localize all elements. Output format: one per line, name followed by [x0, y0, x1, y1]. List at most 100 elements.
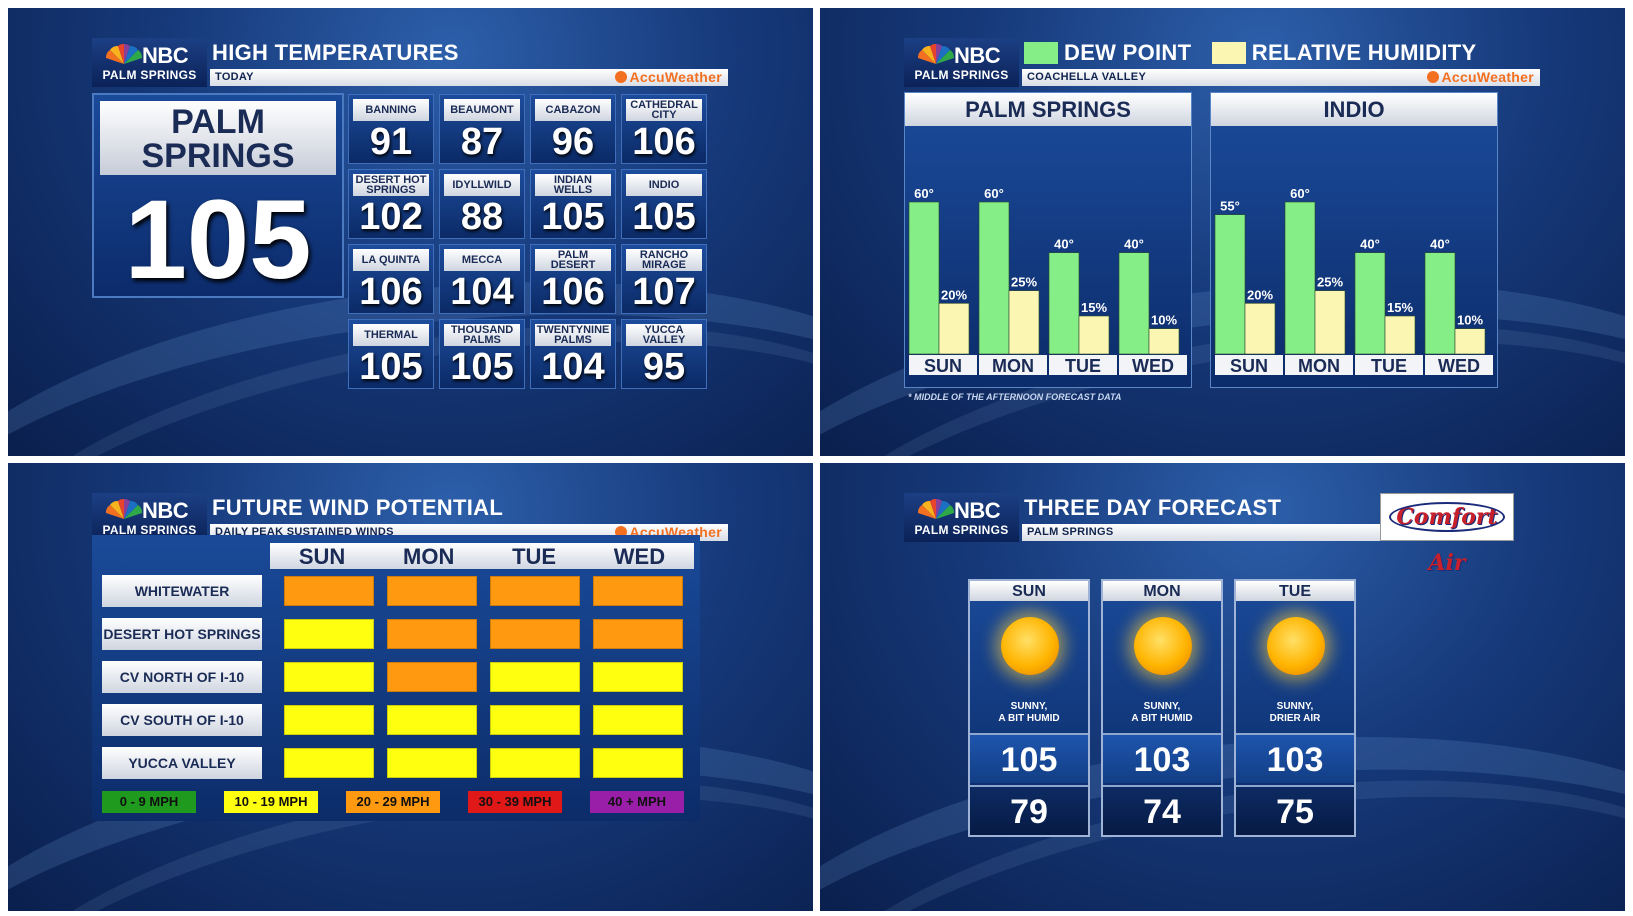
- subtitle-text: COACHELLA VALLEY: [1027, 71, 1147, 83]
- city-temp: 88: [460, 196, 504, 238]
- category-label: TUE: [1065, 356, 1101, 376]
- station-logo: NBC PALM SPRINGS: [92, 493, 207, 542]
- city-name: MECCA: [444, 249, 520, 271]
- city-cell: BEAUMONT 87: [439, 94, 525, 164]
- city-cell: CATHEDRAL CITY 106: [621, 94, 707, 164]
- city-name: YUCCA VALLEY: [626, 324, 702, 346]
- day-label: WED: [613, 544, 666, 569]
- city-temp: 87: [460, 121, 504, 163]
- city-temp: 106: [541, 271, 605, 313]
- bar-value-label: 20%: [941, 287, 967, 302]
- chart-palm-springs: PALM SPRINGS 60° 20% SUN 60° 25% MON 40° 15% TUE…: [904, 92, 1192, 388]
- category-label-bg: [909, 355, 977, 375]
- category-label-bg: [1285, 355, 1353, 375]
- station-name: PALM SPRINGS: [102, 68, 197, 82]
- panel-title: FUTURE WIND POTENTIAL: [212, 495, 504, 520]
- sun-icon: [1134, 617, 1192, 675]
- category-label-bg: [979, 355, 1047, 375]
- bar-value-label: 55°: [1220, 199, 1240, 214]
- bar-relative-humidity: [1454, 328, 1486, 355]
- subtitle-text: TODAY: [215, 71, 254, 83]
- city-temp: 105: [450, 346, 514, 388]
- city-temp: 105: [541, 196, 605, 238]
- legend-relative-humidity: RELATIVE HUMIDITY: [1251, 40, 1477, 65]
- city-name: THOUSAND PALMS: [444, 324, 520, 346]
- wind-row-label: WHITEWATER: [102, 575, 262, 607]
- category-label-bg: [1049, 355, 1117, 375]
- city-temp: 95: [642, 346, 686, 388]
- wind-cell: [284, 662, 374, 692]
- panel-header: NBC PALM SPRINGS THREE DAY FORECAST PALM…: [904, 493, 1540, 542]
- featured-city-temp: 105: [124, 177, 312, 302]
- wind-cell: [593, 705, 683, 735]
- city-name: DESERT HOT SPRINGS: [353, 174, 429, 196]
- city-cell: YUCCA VALLEY 95: [621, 319, 707, 389]
- wind-cell: [490, 619, 580, 649]
- city-temp: 107: [632, 271, 696, 313]
- sponsor-name: Comfort Air: [1396, 504, 1498, 576]
- city-cell: LA QUINTA 106: [348, 244, 434, 314]
- wind-cell: [284, 705, 374, 735]
- accuweather-logo: AccuWeather: [1427, 69, 1534, 86]
- wind-cell: [593, 748, 683, 778]
- city-name: BEAUMONT: [444, 99, 520, 121]
- day-label: SUN: [298, 544, 346, 569]
- forecast-description: SUNNY, A BIT HUMID: [970, 701, 1088, 725]
- bar-value-label: 40°: [1124, 237, 1144, 252]
- legend-swatch-dew-point: [1024, 42, 1058, 64]
- city-cell: PALM DESERT 106: [530, 244, 616, 314]
- city-cell: INDIO 105: [621, 169, 707, 239]
- bar-value-label: 40°: [1430, 237, 1450, 252]
- city-temp: 104: [450, 271, 514, 313]
- bar-value-label: 10%: [1151, 313, 1177, 328]
- wind-cell: [387, 748, 477, 778]
- chart-legend: DEW POINT RELATIVE HUMIDITY: [1024, 40, 1477, 66]
- city-temp: 105: [632, 196, 696, 238]
- bar-value-label: 10%: [1457, 313, 1483, 328]
- network-name: NBC: [142, 498, 189, 523]
- legend-dew-point: DEW POINT: [1064, 40, 1192, 65]
- bar-relative-humidity: [1078, 315, 1110, 355]
- city-cell: MECCA 104: [439, 244, 525, 314]
- wind-cell: [490, 705, 580, 735]
- city-name: BANNING: [353, 99, 429, 121]
- day-label: MON: [403, 544, 455, 569]
- network-name: NBC: [142, 43, 189, 68]
- wind-cell: [284, 748, 374, 778]
- bar-dew-point: [978, 201, 1010, 355]
- wind-legend-item: 30 - 39 MPH: [468, 791, 562, 813]
- panel-subtitle: PALM SPRINGS: [1022, 524, 1396, 541]
- forecast-low: 79: [970, 785, 1088, 835]
- forecast-low: 74: [1103, 785, 1221, 835]
- city-temp: 91: [369, 121, 413, 163]
- forecast-day: MON: [1103, 581, 1221, 601]
- bar-relative-humidity: [938, 303, 970, 355]
- category-label: SUN: [1230, 356, 1268, 376]
- sponsor-logo: Comfort Air: [1380, 493, 1514, 576]
- bar-value-label: 20%: [1247, 287, 1273, 302]
- city-temp: 105: [359, 346, 423, 388]
- category-label: WED: [1132, 356, 1174, 376]
- featured-city-name: PALM SPRINGS: [100, 101, 336, 175]
- bar-value-label: 60°: [984, 186, 1004, 201]
- wind-cell: [284, 576, 374, 606]
- city-temp: 104: [541, 346, 605, 388]
- wind-row-label: YUCCA VALLEY: [102, 747, 262, 779]
- forecast-description: SUNNY, DRIER AIR: [1236, 701, 1354, 725]
- city-name: TWENTYNINE PALMS: [535, 324, 611, 346]
- city-temp: 96: [551, 121, 595, 163]
- city-cell: DESERT HOT SPRINGS 102: [348, 169, 434, 239]
- wind-cell: [284, 619, 374, 649]
- peacock-icon: [918, 44, 954, 64]
- peacock-icon: [106, 499, 142, 519]
- chart-title: PALM SPRINGS: [905, 93, 1191, 126]
- chart-svg: 55° 20% SUN 60° 25% MON 40° 15% TUE 40° 10% WED: [1214, 186, 1493, 376]
- forecast-high: 103: [1236, 733, 1354, 783]
- chart-footnote: * MIDDLE OF THE AFTERNOON FORECAST DATA: [908, 392, 1122, 402]
- chart-svg: 60° 20% SUN 60° 25% MON 40° 15% TUE 40° 10% WED: [908, 186, 1187, 376]
- city-temp: 102: [359, 196, 423, 238]
- category-label: SUN: [924, 356, 962, 376]
- city-name: THERMAL: [353, 324, 429, 346]
- panel-subtitle: TODAY AccuWeather: [210, 69, 728, 86]
- city-cell: IDYLLWILD 88: [439, 169, 525, 239]
